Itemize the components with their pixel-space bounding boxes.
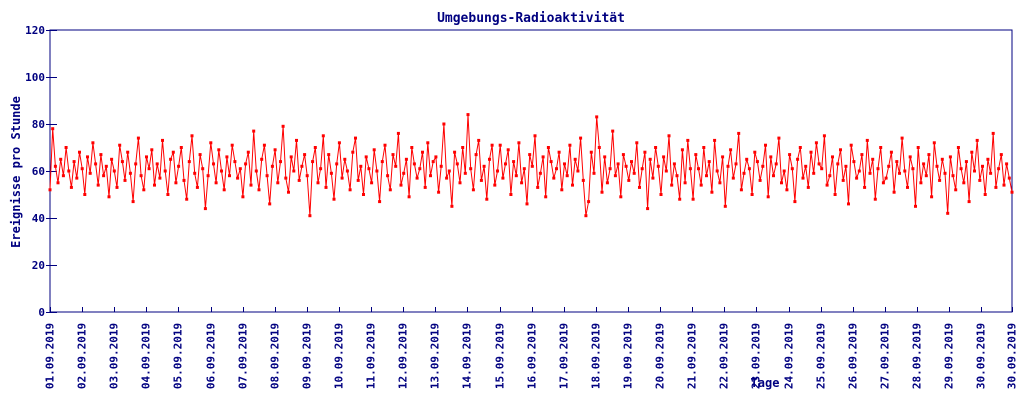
x-axis-title: Tage bbox=[750, 376, 780, 390]
x-tick-label: 21.09.2019 bbox=[685, 322, 699, 390]
x-tick-label: 25.09.2019 bbox=[814, 322, 828, 390]
x-tick-label: 09.09.2019 bbox=[300, 322, 314, 390]
x-tick-label: 01.09.2019 bbox=[43, 322, 57, 390]
x-tick-label: 02.09.2019 bbox=[75, 322, 89, 390]
x-tick-label: 05.09.2019 bbox=[171, 322, 185, 390]
y-tick-label: 100 bbox=[25, 70, 45, 84]
x-tick-label: 19.09.2019 bbox=[621, 322, 635, 390]
y-tick-label: 60 bbox=[31, 164, 45, 178]
x-tick-label: 30.09.2019 bbox=[974, 322, 988, 390]
data-markers bbox=[48, 113, 1014, 218]
x-tick-label: 18.09.2019 bbox=[589, 322, 603, 390]
x-tick-label: 14.09.2019 bbox=[460, 322, 474, 390]
x-tick-label: 24.09.2019 bbox=[782, 322, 796, 390]
x-tick-label: 26.09.2019 bbox=[846, 322, 860, 390]
x-tick-label: 28.09.2019 bbox=[910, 322, 924, 390]
x-tick-label: 10.09.2019 bbox=[332, 322, 346, 390]
x-tick-label: 11.09.2019 bbox=[364, 322, 378, 390]
x-tick-label: 29.09.2019 bbox=[942, 322, 956, 390]
x-tick-label: 16.09.2019 bbox=[525, 322, 539, 390]
y-tick-label: 80 bbox=[31, 117, 45, 131]
x-tick-label: 07.09.2019 bbox=[236, 322, 250, 390]
x-tick-label: 08.09.2019 bbox=[268, 322, 282, 390]
x-tick-label: 30.09.2019 bbox=[1005, 322, 1019, 390]
x-tick-label: 23.09.2019 bbox=[749, 322, 763, 390]
y-tick-label: 120 bbox=[25, 23, 45, 37]
x-tick-label: 17.09.2019 bbox=[557, 322, 571, 390]
y-ticks bbox=[46, 30, 57, 313]
x-tick-label: 20.09.2019 bbox=[653, 322, 667, 390]
y-tick-label: 0 bbox=[38, 305, 45, 319]
x-tick-label: 04.09.2019 bbox=[139, 322, 153, 390]
x-tick-label: 06.09.2019 bbox=[204, 322, 218, 390]
x-tick-label: 03.09.2019 bbox=[107, 322, 121, 390]
x-ticks bbox=[50, 307, 1013, 312]
x-tick-label: 15.09.2019 bbox=[493, 322, 507, 390]
data-line bbox=[49, 114, 1013, 216]
y-tick-label: 20 bbox=[31, 258, 45, 272]
x-tick-label: 27.09.2019 bbox=[878, 322, 892, 390]
chart-title: Umgebungs-Radioaktivität bbox=[437, 11, 625, 26]
x-tick-label: 22.09.2019 bbox=[717, 322, 731, 390]
x-tick-label: 13.09.2019 bbox=[428, 322, 442, 390]
x-tick-label: 12.09.2019 bbox=[396, 322, 410, 390]
y-tick-label: 40 bbox=[31, 211, 45, 225]
